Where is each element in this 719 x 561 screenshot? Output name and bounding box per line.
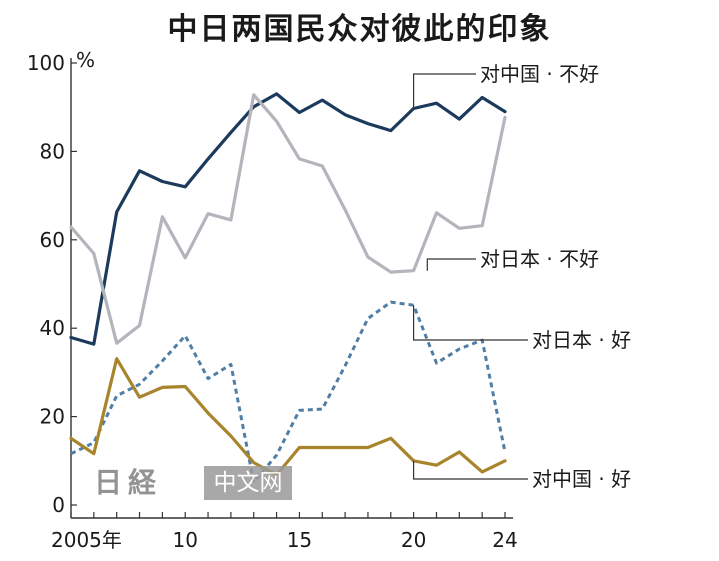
x-tick-label: 15 [287, 528, 312, 552]
y-tick-label: 80 [40, 139, 65, 163]
series-label-2: 对日本 · 不好 [480, 247, 599, 271]
watermark-badge: 中文网 [204, 466, 292, 500]
series-line-1 [69, 92, 507, 346]
series-leader-line [413, 460, 528, 480]
chart-axes [70, 58, 513, 519]
x-axis-ticks: 2005年 10 15 20 24 [51, 512, 518, 552]
x-tick-label: 20 [401, 528, 426, 552]
x-tick-label: 2005年 [51, 528, 122, 552]
series-leader-line [426, 258, 476, 271]
y-tick-label: 40 [40, 316, 65, 340]
series-leader-line [413, 305, 528, 341]
y-axis-ticks: 0 20 40 60 80 100% [27, 48, 95, 517]
y-unit-label: % [76, 48, 95, 72]
chart-title: 中日两国民众对彼此的印象 [167, 12, 552, 47]
series-line-4 [69, 357, 507, 477]
series-line-2 [69, 93, 507, 345]
series-label-3: 对日本 · 好 [532, 328, 631, 352]
series-line-3 [70, 300, 507, 484]
chart-series [69, 92, 507, 484]
series-leader-line [413, 73, 476, 109]
y-tick-label: 20 [40, 405, 65, 429]
y-tick-label: 0 [52, 493, 65, 517]
x-tick-label: 24 [492, 528, 517, 552]
y-tick-label: 100 [27, 51, 65, 75]
y-tick-label: 60 [40, 228, 65, 252]
nikkei-logo-watermark: 日経 [94, 466, 163, 499]
series-label-4: 对中国 · 好 [532, 467, 631, 491]
series-label-1: 对中国 · 不好 [480, 62, 599, 86]
x-tick-label: 10 [172, 528, 197, 552]
